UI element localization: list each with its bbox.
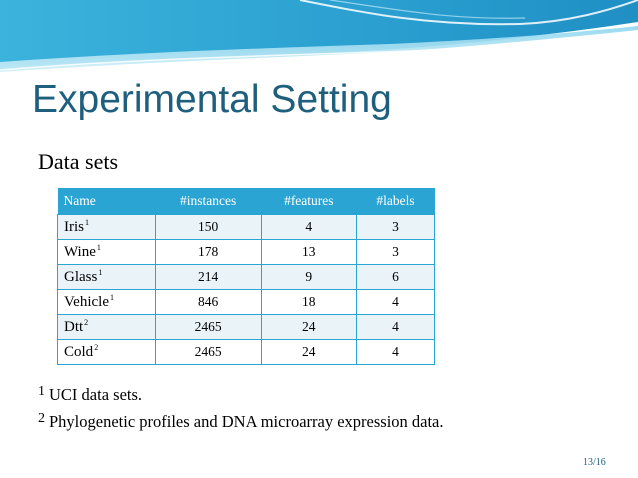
dataset-name: Wine — [64, 244, 96, 260]
header-features: #features — [261, 188, 357, 215]
slide-title: Experimental Setting — [32, 78, 392, 121]
footnote-item: 1 UCI data sets. — [38, 384, 444, 411]
header-name: Name — [57, 188, 156, 215]
labels-cell: 4 — [356, 339, 435, 365]
instances-cell: 150 — [154, 214, 262, 240]
footnote-ref: 1 — [109, 293, 114, 302]
features-cell: 18 — [260, 289, 358, 315]
instances-cell: 214 — [154, 264, 262, 290]
dataset-name: Glass — [64, 269, 98, 285]
header-instances: #instances — [155, 188, 262, 215]
header-labels: #labels — [356, 188, 435, 215]
labels-cell: 4 — [356, 289, 435, 315]
table-row: Wine1 178 13 3 — [57, 239, 435, 265]
table-row: Glass1 214 9 6 — [57, 264, 435, 290]
instances-cell: 846 — [154, 289, 262, 315]
labels-cell: 3 — [356, 214, 435, 240]
table-header-row: Name #instances #features #labels — [57, 188, 435, 215]
section-subtitle: Data sets — [38, 149, 119, 174]
table-row: Iris1 150 4 3 — [57, 214, 435, 240]
table-row: Cold2 2465 24 4 — [57, 339, 435, 365]
footnote-ref: 1 — [98, 268, 103, 277]
table-row: Dtt2 2465 24 4 — [57, 314, 435, 340]
dataset-name: Vehicle — [64, 294, 109, 310]
instances-cell: 2465 — [154, 339, 262, 365]
footnote-mark: 1 — [38, 384, 45, 399]
dataset-name: Cold — [64, 344, 94, 360]
labels-cell: 6 — [356, 264, 435, 290]
dataset-name-cell: Glass1 — [57, 264, 156, 290]
dataset-name-cell: Wine1 — [57, 239, 156, 265]
dataset-name-cell: Iris1 — [57, 214, 156, 240]
footnote-mark: 2 — [38, 411, 45, 426]
dataset-name: Dtt — [64, 319, 84, 335]
dataset-name-cell: Dtt2 — [57, 314, 156, 340]
instances-cell: 2465 — [154, 314, 262, 340]
footnote-ref: 2 — [84, 318, 89, 327]
footnote-ref: 1 — [85, 218, 89, 227]
table-row: Vehicle1 846 18 4 — [57, 289, 435, 315]
dataset-name: Iris — [64, 219, 84, 235]
page-number: 13/16 — [583, 457, 606, 468]
footnote-text: UCI data sets. — [49, 385, 143, 404]
features-cell: 13 — [260, 239, 358, 265]
dataset-name-cell: Vehicle1 — [57, 289, 156, 315]
footnote-ref: 2 — [94, 343, 99, 352]
decorative-wave-banner — [0, 0, 638, 72]
datasets-table: Name #instances #features #labels Iris1 … — [57, 188, 435, 365]
features-cell: 4 — [260, 214, 358, 240]
labels-cell: 4 — [356, 314, 435, 340]
labels-cell: 3 — [356, 239, 435, 265]
features-cell: 24 — [260, 339, 358, 365]
features-cell: 24 — [260, 314, 358, 340]
instances-cell: 178 — [154, 239, 262, 265]
footnotes: 1 UCI data sets. 2 Phylogenetic profiles a… — [38, 384, 444, 438]
features-cell: 9 — [260, 264, 358, 290]
footnote-ref: 1 — [96, 243, 101, 252]
dataset-name-cell: Cold2 — [57, 339, 156, 365]
footnote-item: 2 Phylogenetic profiles and DNA microarra… — [38, 411, 444, 438]
footnote-text: Phylogenetic profiles and DNA microarray… — [49, 412, 444, 431]
